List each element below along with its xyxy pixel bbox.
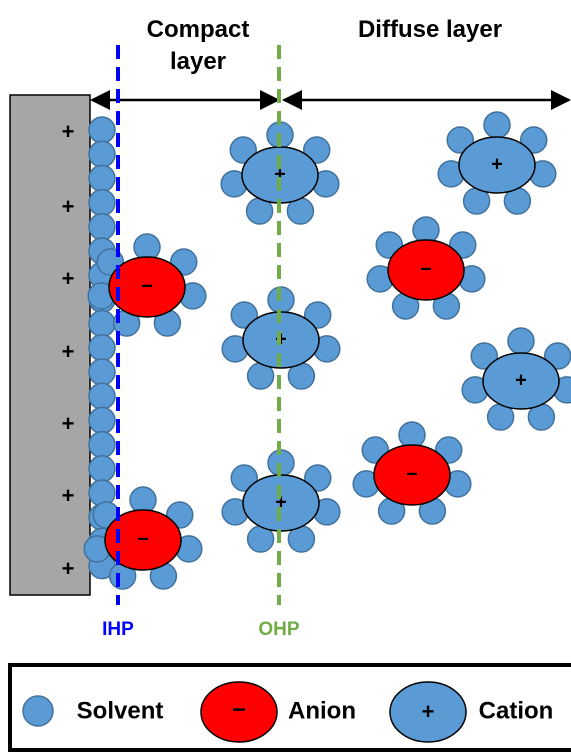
solvent xyxy=(303,301,332,329)
solvent xyxy=(88,188,116,217)
cation-sign: + xyxy=(515,369,527,391)
electrode-charge: + xyxy=(62,194,75,219)
legend-anion-icon xyxy=(200,681,278,743)
electrode-charge: + xyxy=(62,556,75,581)
solvent xyxy=(88,382,116,410)
anion-sign: − xyxy=(141,275,153,297)
solvent xyxy=(230,464,259,492)
anion xyxy=(373,444,451,506)
solvent xyxy=(129,486,157,514)
legend-anion: Anion xyxy=(288,697,356,724)
solvent xyxy=(446,126,475,154)
solvent xyxy=(88,116,116,144)
electrode-charge: + xyxy=(62,119,75,144)
solvent xyxy=(302,136,331,164)
solvent xyxy=(88,309,116,338)
ohp-label: OHP xyxy=(258,619,300,640)
legend-box xyxy=(8,663,571,752)
solvent xyxy=(88,358,116,386)
anion xyxy=(387,239,465,301)
solvent xyxy=(88,455,116,483)
solvent xyxy=(483,111,511,139)
legend-cation-icon xyxy=(389,681,467,743)
electrode-charge: + xyxy=(62,483,75,508)
cation-sign: + xyxy=(275,491,287,513)
compact-label: Compact layer xyxy=(146,16,250,75)
solvent xyxy=(133,233,161,261)
anion xyxy=(104,509,182,571)
solvent xyxy=(470,342,499,370)
solvent xyxy=(507,327,535,355)
anion-sign: − xyxy=(420,258,432,280)
solvent xyxy=(88,213,116,241)
cation xyxy=(458,136,536,194)
solvent xyxy=(88,334,116,362)
cation xyxy=(482,352,560,410)
anion-sign: − xyxy=(137,528,149,550)
anion xyxy=(108,256,186,318)
cation-sign: + xyxy=(491,153,503,175)
legend-anion-sign: − xyxy=(232,696,246,723)
ihp-label: IHP xyxy=(102,619,134,640)
diffuse-label: Diffuse layer xyxy=(357,16,503,43)
solvent xyxy=(519,126,548,154)
electrode-charge: + xyxy=(62,266,75,291)
solvent xyxy=(412,216,440,244)
anion-sign: − xyxy=(406,463,418,485)
electrode-charge: + xyxy=(62,411,75,436)
solvent xyxy=(303,464,332,492)
legend-cation-sign: + xyxy=(422,699,435,724)
cation-sign: + xyxy=(274,163,286,185)
electrode xyxy=(9,94,91,596)
solvent xyxy=(88,140,116,168)
solvent xyxy=(230,301,259,329)
legend-cation: Cation xyxy=(479,697,554,724)
legend-solvent: Solvent xyxy=(77,697,164,724)
solvent xyxy=(88,430,116,459)
legend-solvent-icon xyxy=(22,695,54,727)
electrode-charge: + xyxy=(62,339,75,364)
solvent xyxy=(88,406,116,435)
solvent xyxy=(398,421,426,449)
solvent xyxy=(229,136,258,164)
solvent xyxy=(88,164,116,193)
